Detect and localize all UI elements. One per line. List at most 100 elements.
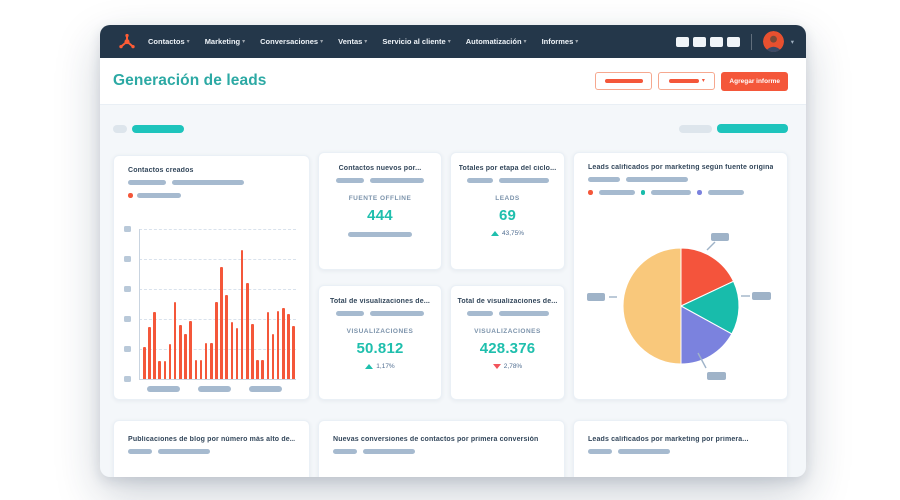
bar[interactable] [163,361,167,379]
bar[interactable] [215,302,218,379]
hubspot-logo-icon[interactable] [116,31,138,53]
gridline [139,229,296,230]
y-tick-placeholder [124,346,131,352]
dashboard-actions-dropdown[interactable]: ▾ [658,72,716,90]
metric-label: VISUALIZACIONES [474,328,541,335]
report-card-mql-by-source[interactable]: Leads calificados por marketing según fu… [573,152,788,400]
nav-item-automatizaci-n[interactable]: Automatización ▾ [465,37,527,46]
page-title: Generación de leads [113,72,267,89]
bar[interactable] [261,360,265,379]
nav-item-marketing[interactable]: Marketing ▾ [204,37,246,46]
chart-legend[interactable] [588,190,773,195]
y-tick-placeholder [124,376,131,382]
nav-tool-icon-placeholder-3[interactable] [709,36,723,47]
nav-item-servicio-al-cliente[interactable]: Servicio al cliente ▾ [382,37,451,46]
primary-filter-placeholder[interactable] [717,124,788,133]
pie-slice-3[interactable] [622,247,682,365]
bar[interactable] [246,283,249,379]
user-menu-chevron-down-icon[interactable]: ▾ [790,38,794,46]
report-title: Contactos nuevos por... [338,165,422,172]
nav-item-informes[interactable]: Informes ▾ [541,37,579,46]
pie-slice-1[interactable] [679,280,740,335]
report-card-contacts-created[interactable]: Contactos creados [113,155,310,400]
report-card-total-views-2[interactable]: Total de visualizaciones de... VISUALIZA… [450,285,565,400]
redacted-button-label [604,79,643,83]
gridline [139,289,296,290]
date-filter-placeholder[interactable] [132,124,184,133]
report-card-blog-posts[interactable]: Publicaciones de blog por número más alt… [113,420,310,477]
nav-tool-icon-placeholder-4[interactable] [726,36,740,47]
report-card-lifecycle-totals[interactable]: Totales por etapa del ciclo... LEADS 69 … [450,152,565,270]
delta-down-icon [492,364,501,369]
report-card-new-conversions[interactable]: Nuevas conversiones de contactos por pri… [318,420,565,477]
report-subtitle-placeholder [466,178,549,183]
bar[interactable] [209,343,213,379]
dashboard-filter-button[interactable] [595,72,653,90]
bar[interactable] [292,326,295,379]
nav-item-contactos[interactable]: Contactos ▾ [148,37,190,46]
pie-slice-0[interactable] [680,247,735,307]
chevron-down-icon: ▾ [701,78,705,84]
report-subtitle-placeholder [336,311,424,316]
bar[interactable] [256,360,259,379]
user-avatar[interactable] [762,31,784,52]
bar[interactable] [189,321,192,379]
chart-legend[interactable] [128,193,295,198]
add-report-button[interactable]: Agregar informe [721,71,788,91]
metric-label: FUENTE OFFLINE [348,195,412,202]
bar[interactable] [148,327,151,379]
bar[interactable] [240,250,244,379]
delta-value: 1,17% [376,363,395,370]
nav-tool-icon-placeholder-1[interactable] [675,36,689,47]
pie-slice-2[interactable] [680,305,733,365]
bar[interactable] [194,360,198,379]
redacted-button-label [668,79,699,83]
delta-up-icon [490,231,499,236]
bar[interactable] [153,312,156,379]
report-card-total-views-1[interactable]: Total de visualizaciones de... VISUALIZA… [318,285,442,400]
filter-toggle-placeholder[interactable] [113,124,127,133]
bar[interactable] [158,361,162,379]
secondary-filter-placeholder[interactable] [679,124,712,133]
dashboard-content: Contactos creados Contactos nuevos por..… [100,105,806,477]
report-card-mql-first-conversion[interactable]: Leads calificados por marketing por prim… [573,420,788,477]
filter-row [113,124,788,133]
report-title: Leads calificados por marketing por prim… [588,436,749,443]
bar[interactable] [179,325,182,379]
y-tick-placeholder [124,226,131,232]
bar[interactable] [266,312,270,379]
bar[interactable] [282,308,285,379]
report-card-new-contacts[interactable]: Contactos nuevos por... FUENTE OFFLINE 4… [318,152,442,270]
comparison-placeholder [348,232,412,237]
metric-delta: 1,17% [365,363,395,370]
bar[interactable] [230,322,234,379]
legend-marker [128,193,133,198]
report-title: Leads calificados por marketing según fu… [588,164,773,171]
report-subtitle-placeholder [128,180,295,185]
delta-up-icon [365,364,374,369]
y-axis-line [139,229,140,379]
nav-tool-icon-placeholder-2[interactable] [692,36,706,47]
legend-marker [588,190,593,195]
report-title: Contactos creados [128,167,194,174]
bar[interactable] [271,334,275,379]
metric-label: LEADS [495,195,520,202]
bar[interactable] [276,311,280,379]
metric-value: 69 [498,207,517,224]
nav-item-conversaciones[interactable]: Conversaciones ▾ [260,37,324,46]
bar[interactable] [143,347,146,379]
pie-chart [587,233,771,380]
metric-label: VISUALIZACIONES [346,328,414,335]
bar[interactable] [287,314,290,379]
bar[interactable] [225,295,228,379]
bar[interactable] [220,267,223,379]
bar[interactable] [173,302,177,379]
y-tick-placeholder [124,256,131,262]
bar[interactable] [199,360,203,379]
bar[interactable] [168,344,172,379]
bar[interactable] [184,334,187,379]
bar[interactable] [204,343,208,379]
bar[interactable] [251,324,254,379]
nav-item-ventas[interactable]: Ventas ▾ [338,37,368,46]
bar[interactable] [235,328,239,379]
